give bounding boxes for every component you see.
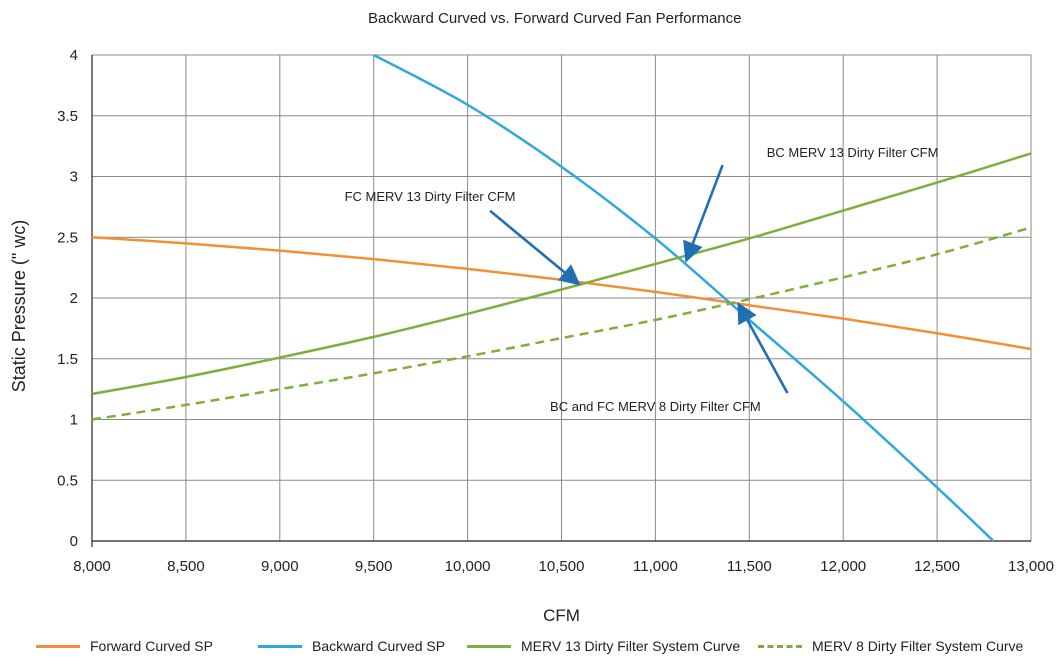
- y-tick-label: 1: [70, 412, 78, 429]
- legend-swatch: [758, 644, 802, 648]
- x-tick-label: 9,500: [355, 558, 393, 575]
- x-tick-label: 10,000: [445, 558, 491, 575]
- annotation-merv8-label: BC and FC MERV 8 Dirty Filter CFM: [550, 399, 761, 414]
- chart-title: Backward Curved vs. Forward Curved Fan P…: [368, 10, 742, 27]
- legend-label: MERV 13 Dirty Filter System Curve: [521, 638, 741, 654]
- x-tick-label: 12,500: [914, 558, 960, 575]
- legend-swatch: [258, 644, 302, 648]
- legend-item: MERV 13 Dirty Filter System Curve: [467, 638, 740, 654]
- legend-swatch: [36, 644, 80, 648]
- y-tick-label: 0.5: [57, 472, 78, 489]
- legend-label: MERV 8 Dirty Filter System Curve: [812, 638, 1024, 654]
- x-axis-label: CFM: [543, 606, 580, 625]
- y-tick-label: 4: [70, 47, 78, 64]
- x-tick-label: 9,000: [261, 558, 299, 575]
- legend-swatch: [467, 644, 511, 648]
- x-tick-label: 10,500: [539, 558, 585, 575]
- x-tick-label: 13,000: [1008, 558, 1054, 575]
- x-tick-label: 8,500: [167, 558, 205, 575]
- y-tick-label: 3: [70, 169, 78, 186]
- y-tick-label: 2.5: [57, 229, 78, 246]
- x-tick-label: 11,500: [727, 558, 772, 575]
- y-tick-label: 1.5: [57, 351, 78, 368]
- y-tick-label: 0: [70, 533, 78, 550]
- y-tick-label: 2: [70, 290, 78, 307]
- series-line-backward-curved-sp: [373, 53, 995, 542]
- y-tick-label: 3.5: [57, 108, 78, 125]
- legend: Forward Curved SP Backward Curved SP MERV …: [0, 632, 1061, 662]
- y-axis-label: Static Pressure (" wc): [9, 220, 29, 392]
- legend-label: Forward Curved SP: [90, 638, 213, 654]
- annotation-fc-merv13-arrow: [489, 209, 581, 286]
- annotation-bc-merv13-label: BC MERV 13 Dirty Filter CFM: [767, 145, 939, 160]
- x-tick-label: 12,000: [820, 558, 866, 575]
- x-tick-label: 8,000: [73, 558, 111, 575]
- legend-item: Forward Curved SP: [36, 638, 213, 654]
- annotation-merv8-arrow: [737, 301, 789, 394]
- annotation-bc-merv13-arrow: [683, 164, 724, 263]
- legend-item: MERV 8 Dirty Filter System Curve: [758, 638, 1023, 654]
- legend-item: Backward Curved SP: [258, 638, 445, 654]
- annotation-fc-merv13-label: FC MERV 13 Dirty Filter CFM: [345, 189, 516, 204]
- legend-label: Backward Curved SP: [312, 638, 446, 654]
- x-tick-label: 11,000: [633, 558, 678, 575]
- series-line-merv13-system-curve: [91, 152, 1032, 396]
